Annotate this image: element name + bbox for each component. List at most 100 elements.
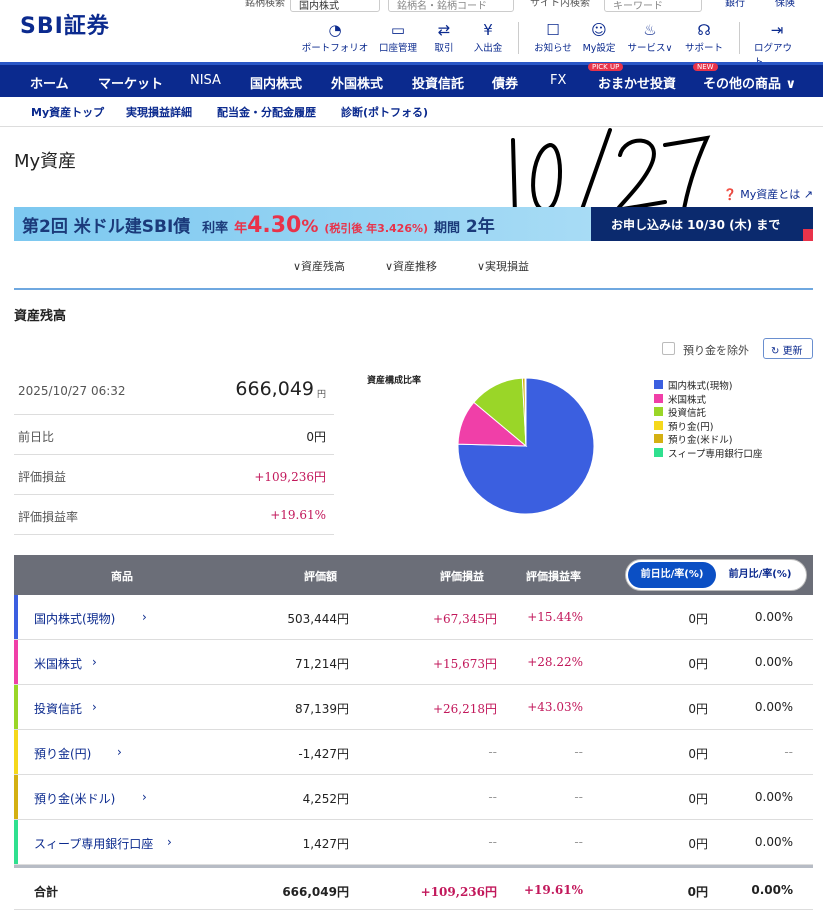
util-message[interactable]: ☐ お知らせ: [534, 21, 572, 54]
legend-item: スィープ専用銀行口座: [654, 447, 762, 462]
anchor-realized[interactable]: ∨実現損益: [477, 260, 530, 273]
util-logout[interactable]: ⇥ログアウト: [754, 21, 793, 68]
as-of-datetime: 2025/10/27 06:32: [18, 384, 126, 398]
table-row[interactable]: スィープ専用銀行口座 › 1,427円 -- -- 0円 0.00%: [14, 820, 813, 865]
insurance-link[interactable]: 保険: [775, 0, 795, 9]
chevron-right-icon: ›: [117, 745, 122, 759]
util-headset[interactable]: ☊ サポート: [684, 21, 724, 54]
exclude-deposit-checkbox[interactable]: [662, 342, 675, 355]
section-heading: 資産残高: [14, 309, 67, 324]
exchange-icon: ⇄: [437, 21, 451, 39]
headset-icon: ☊: [697, 21, 711, 39]
new-badge: NEW: [693, 63, 718, 71]
divider: [0, 126, 823, 127]
legend-item: 預り金(円): [654, 420, 762, 435]
yen-icon: ¥: [483, 21, 493, 39]
subnav-my-assets-top[interactable]: My資産トップ: [31, 106, 105, 119]
help-icon: ❓: [723, 188, 741, 201]
nav-nisa[interactable]: NISA: [190, 73, 221, 88]
summary-total: 2025/10/27 06:32 666,049 円: [14, 370, 334, 415]
category-color-bar: [14, 640, 18, 684]
summary-row: 前日比 0円: [14, 415, 334, 455]
external-link-icon: ↗: [800, 188, 813, 201]
bank-link[interactable]: 銀行: [725, 0, 745, 9]
summary-row: 評価損益率 +19.61%: [14, 495, 334, 535]
divider: [14, 288, 813, 290]
util-yen[interactable]: ¥ 入出金: [473, 21, 503, 54]
anchor-balance[interactable]: ∨資産残高: [293, 260, 346, 273]
subnav-realized-pl[interactable]: 実現損益詳細: [126, 106, 192, 119]
total-row: 合計 666,049円 +109,236円 +19.61% 0円 0.00%: [14, 865, 813, 910]
nav-robo-advisor[interactable]: おまかせ投資: [598, 77, 677, 92]
pie-slice-0: [457, 377, 595, 515]
subnav-dividends[interactable]: 配当金・分配金履歴: [217, 106, 316, 119]
logout-icon: ⇥: [770, 21, 784, 39]
legend-swatch: [654, 393, 663, 403]
nav-bonds[interactable]: 債券: [492, 77, 519, 92]
table-header: 商品 評価額 評価損益 評価損益率 前日比/率(%) 前月比/率(%): [14, 555, 813, 595]
stock-search-input[interactable]: 銘柄名・銘柄コード: [388, 0, 514, 12]
table-row[interactable]: 米国株式 › 71,214円 +15,673円 +28.22% 0円 0.00%: [14, 640, 813, 685]
subnav-diagnosis[interactable]: 診断(ポトフォる): [341, 106, 429, 119]
legend-swatch: [654, 380, 663, 389]
nav-foreign-stocks[interactable]: 外国株式: [331, 77, 384, 92]
util-service[interactable]: ♨ サービス∨: [627, 21, 673, 54]
chart-legend: 国内株式(現物) 米国株式 投資信託 預り金(円) 預り金(米ドル) スィープ専用銀行口座: [654, 380, 762, 461]
toggle-month-comparison[interactable]: 前月比/率(%): [728, 569, 792, 580]
anchor-trend[interactable]: ∨資産推移: [385, 260, 438, 273]
message-icon: ☐: [546, 21, 560, 39]
usd-bond-banner[interactable]: 第2回 米ドル建SBI債 利率 年4.30% (税引後 年3.426%) 期間 …: [14, 207, 813, 241]
user-icon: ☺: [591, 21, 607, 39]
util-user[interactable]: ☺ My設定: [582, 21, 616, 54]
nav-funds[interactable]: 投資信託: [412, 77, 465, 92]
refresh-icon: ↻: [771, 346, 783, 357]
stock-type-select[interactable]: 国内株式: [290, 0, 380, 12]
nav-domestic-stocks[interactable]: 国内株式: [250, 77, 303, 92]
nav-market[interactable]: マーケット: [98, 77, 164, 92]
about-my-assets-link[interactable]: ❓ My資産とは ↗: [723, 188, 813, 201]
service-icon: ♨: [643, 21, 657, 39]
comparison-toggle: 前日比/率(%) 前月比/率(%): [625, 559, 807, 591]
chevron-right-icon: ›: [142, 610, 147, 624]
table-row[interactable]: 投資信託 › 87,139円 +26,218円 +43.03% 0円 0.00%: [14, 685, 813, 730]
site-search-label: サイト内検索: [530, 0, 590, 9]
legend-item: 国内株式(現物): [654, 380, 762, 394]
legend-item: 投資信託: [654, 407, 762, 421]
category-color-bar: [14, 595, 18, 639]
pie-chart-icon: ◔: [328, 21, 342, 39]
table-row[interactable]: 預り金(円) › -1,427円 -- -- 0円 --: [14, 730, 813, 775]
asset-pie-chart: [457, 377, 595, 515]
util-card[interactable]: ▭ 口座管理: [378, 21, 418, 54]
chevron-right-icon: ›: [167, 835, 172, 849]
category-color-bar: [14, 730, 18, 774]
legend-item: 預り金(米ドル): [654, 434, 762, 448]
table-row[interactable]: 預り金(米ドル) › 4,252円 -- -- 0円 0.00%: [14, 775, 813, 820]
refresh-button[interactable]: ↻ 更新: [763, 338, 813, 359]
toggle-day-comparison[interactable]: 前日比/率(%): [628, 562, 716, 588]
pickup-badge: PICK UP: [588, 63, 624, 71]
card-icon: ▭: [390, 21, 406, 39]
util-pie-chart[interactable]: ◔ ポートフォリオ: [301, 21, 369, 54]
exclude-deposit-label: 預り金を除外: [683, 344, 749, 357]
util-exchange[interactable]: ⇄ 取引: [434, 21, 454, 54]
page-title: My資産: [14, 151, 77, 172]
legend-swatch: [654, 407, 663, 416]
chevron-right-icon: ›: [142, 790, 147, 804]
chart-title: 資産構成比率: [367, 376, 422, 386]
pie-slice-5: [524, 377, 527, 447]
category-color-bar: [14, 685, 18, 729]
top-search-strip: 銘柄検索 国内株式 銘柄名・銘柄コード サイト内検索 キーワード 銀行 保険: [0, 0, 823, 14]
handwritten-date-note: [511, 128, 711, 217]
category-color-bar: [14, 775, 18, 819]
legend-swatch: [654, 420, 663, 430]
legend-swatch: [654, 434, 663, 443]
nav-fx[interactable]: FX: [550, 73, 567, 88]
nav-home[interactable]: ホーム: [30, 77, 69, 92]
chevron-right-icon: ›: [92, 700, 97, 714]
sbi-logo[interactable]: SBI証券: [20, 14, 110, 39]
table-row[interactable]: 国内株式(現物) › 503,444円 +67,345円 +15.44% 0円 0…: [14, 595, 813, 640]
stock-search-label: 銘柄検索: [245, 0, 285, 9]
nav-other-products[interactable]: その他の商品 ∨: [703, 77, 797, 92]
total-assets: 666,049: [235, 378, 314, 400]
site-search-input[interactable]: キーワード: [604, 0, 702, 12]
